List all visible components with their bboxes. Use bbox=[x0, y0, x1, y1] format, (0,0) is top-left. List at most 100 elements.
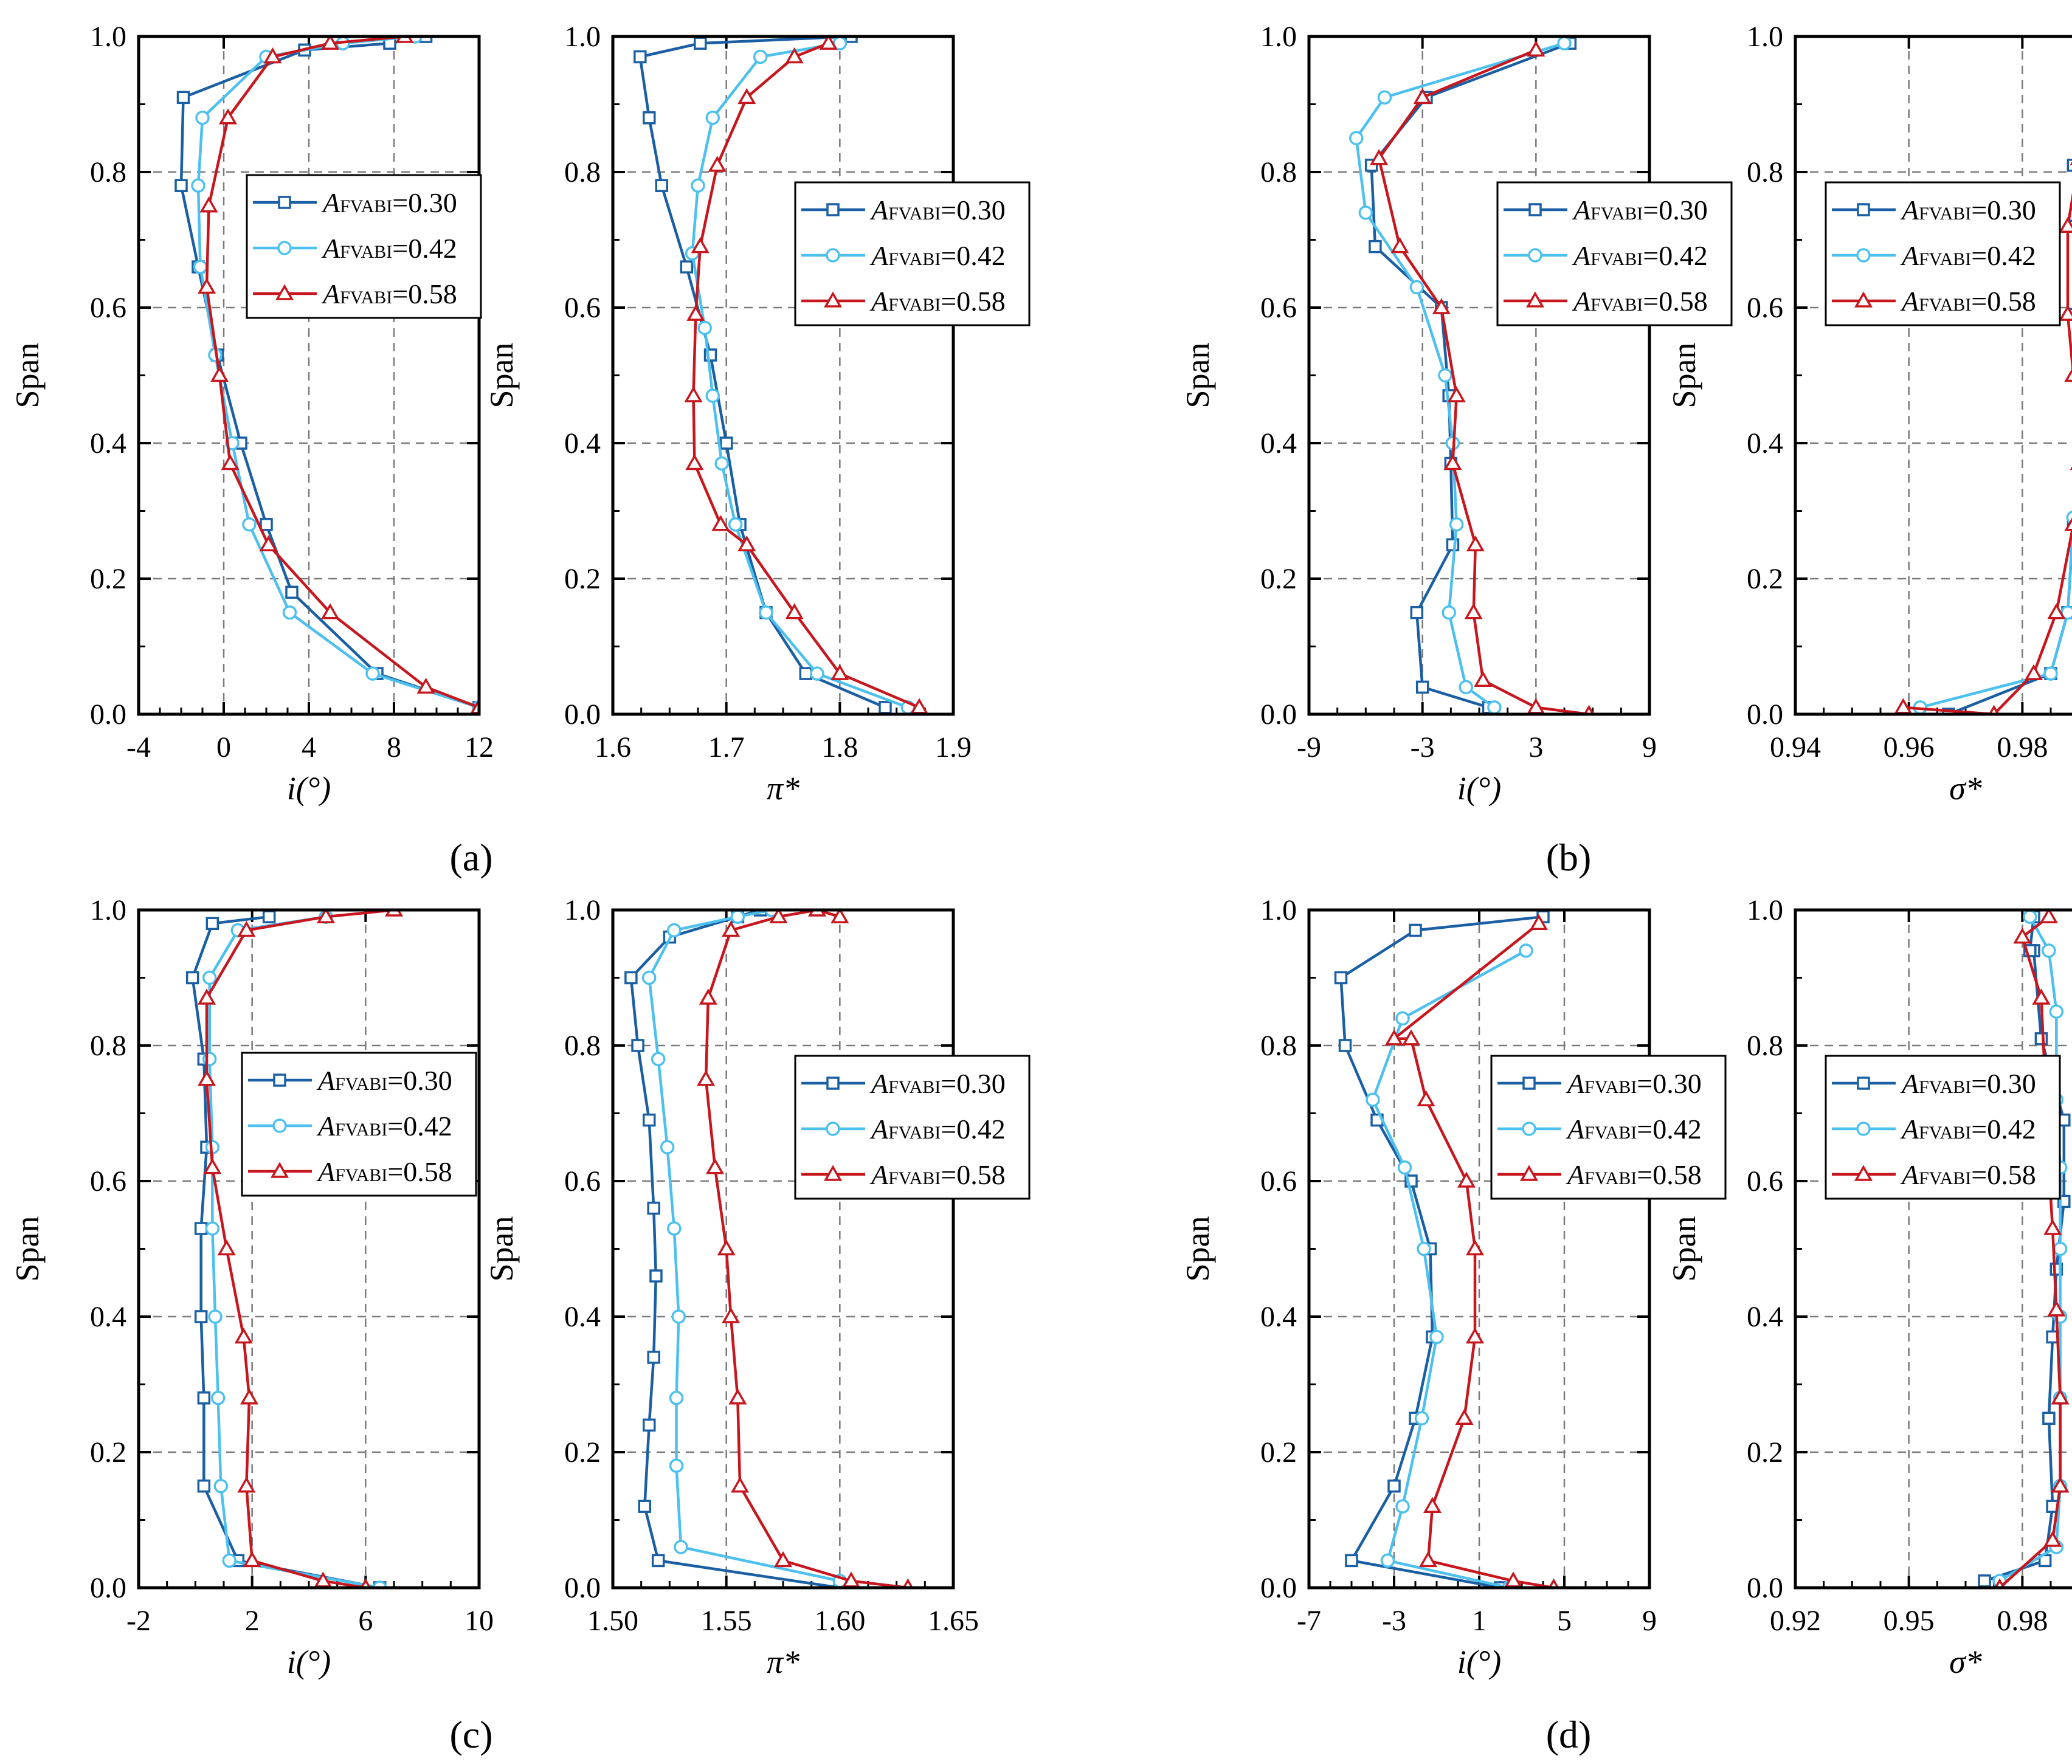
legend-entry-label: AFVABI=0.42 bbox=[1900, 1114, 2036, 1145]
marker-circle bbox=[1459, 680, 1473, 695]
marker-triangle bbox=[686, 305, 705, 321]
marker-circle bbox=[242, 517, 257, 532]
marker-triangle bbox=[1466, 535, 1485, 551]
series-line bbox=[205, 36, 479, 709]
marker-square bbox=[1409, 923, 1422, 937]
x-tick-label: 0 bbox=[216, 731, 231, 763]
marker-triangle bbox=[1854, 1165, 1873, 1181]
y-tick-label: 0.8 bbox=[1260, 156, 1297, 188]
y-tick-label: 0.4 bbox=[1747, 1301, 1783, 1333]
marker-circle bbox=[202, 970, 217, 985]
marker-triangle bbox=[2013, 928, 2032, 944]
y-tick-label: 0.6 bbox=[564, 1165, 601, 1197]
x-tick-label: 0.94 bbox=[1770, 731, 1821, 763]
marker-triangle bbox=[2032, 988, 2051, 1005]
x-tick-label: 12 bbox=[464, 731, 494, 763]
marker-square bbox=[194, 1222, 208, 1235]
plot-frame bbox=[1794, 35, 2072, 716]
marker-triangle bbox=[728, 1388, 747, 1405]
marker-square bbox=[185, 971, 199, 985]
marker-triangle bbox=[717, 1239, 736, 1256]
marker-square bbox=[649, 1269, 663, 1283]
y-axis-label: Span bbox=[483, 343, 520, 408]
marker-triangle bbox=[1527, 40, 1545, 57]
marker-circle bbox=[193, 260, 208, 274]
legend-subscript: FVABI bbox=[340, 196, 392, 216]
legend-value: =0.30 bbox=[392, 187, 457, 218]
series-1 bbox=[1366, 943, 1533, 1588]
y-tick-label: 0.0 bbox=[90, 698, 126, 731]
marker-circle bbox=[705, 388, 720, 403]
marker-triangle bbox=[2047, 1300, 2066, 1317]
marker-triangle bbox=[1401, 1029, 1421, 1046]
y-tick-label: 0.6 bbox=[90, 292, 126, 324]
marker-circle bbox=[1397, 1160, 1412, 1175]
marker-triangle bbox=[711, 515, 730, 531]
series-line bbox=[704, 910, 908, 1588]
x-tick-label: 0.92 bbox=[1770, 1605, 1821, 1637]
marker-square bbox=[1857, 1077, 1870, 1090]
legend-symbol: A bbox=[316, 1065, 336, 1096]
legend-symbol: A bbox=[1900, 286, 1919, 317]
x-axis-label: i(°) bbox=[287, 1644, 331, 1680]
legend-subscript: FVABI bbox=[1919, 1168, 1971, 1188]
x-tick-label: 2 bbox=[245, 1605, 260, 1637]
legend-symbol: A bbox=[869, 1068, 889, 1099]
marker-circle bbox=[2053, 1241, 2068, 1256]
legend-value: =0.58 bbox=[1637, 1159, 1701, 1190]
legend-symbol: A bbox=[1572, 240, 1591, 271]
series-2 bbox=[684, 36, 929, 714]
legend-entry-label: AFVABI=0.42 bbox=[869, 1114, 1006, 1145]
marker-square bbox=[1345, 1554, 1358, 1568]
marker-circle bbox=[277, 241, 292, 255]
plot-frame bbox=[611, 908, 955, 1590]
marker-circle bbox=[728, 517, 743, 532]
marker-circle bbox=[222, 1553, 237, 1568]
marker-triangle bbox=[831, 664, 849, 680]
legend-value: =0.58 bbox=[1643, 286, 1707, 317]
marker-triangle bbox=[708, 156, 727, 172]
x-tick-label: 1.7 bbox=[708, 731, 745, 763]
x-axis-label: i(°) bbox=[1457, 770, 1502, 807]
y-tick-label: 0.2 bbox=[1747, 1436, 1783, 1469]
x-axis-label: i(°) bbox=[287, 770, 331, 807]
y-tick-label: 0.4 bbox=[1747, 427, 1783, 460]
marker-triangle bbox=[1465, 1327, 1485, 1344]
y-tick-label: 0.8 bbox=[564, 156, 601, 188]
marker-triangle bbox=[237, 920, 256, 937]
marker-triangle bbox=[831, 910, 849, 923]
y-tick-label: 1.0 bbox=[564, 21, 601, 53]
marker-triangle bbox=[697, 1070, 716, 1086]
y-tick-label: 0.6 bbox=[1260, 1165, 1297, 1197]
legend-symbol: A bbox=[869, 1114, 889, 1145]
marker-square bbox=[655, 179, 669, 193]
legend-symbol: A bbox=[869, 195, 889, 226]
marker-circle bbox=[1522, 1121, 1536, 1136]
marker-circle bbox=[1438, 368, 1452, 383]
marker-circle bbox=[205, 1221, 220, 1236]
marker-square bbox=[1410, 606, 1424, 619]
x-tick-label: 9 bbox=[1642, 731, 1657, 763]
marker-triangle bbox=[320, 36, 340, 50]
y-tick-label: 0.6 bbox=[1260, 292, 1297, 324]
plots-layer: -4 0 4 8 120.00.20.40.60.81.0i(°)SpanAFVABI=… bbox=[9, 21, 2072, 1680]
marker-circle bbox=[1395, 1011, 1410, 1026]
marker-square bbox=[693, 36, 707, 50]
marker-circle bbox=[1395, 1499, 1410, 1514]
plot-frame bbox=[1307, 908, 1651, 1590]
marker-circle bbox=[667, 1221, 682, 1236]
marker-square bbox=[642, 1113, 656, 1127]
legend-entry-label: AFVABI=0.30 bbox=[869, 195, 1006, 226]
marker-triangle bbox=[1384, 1029, 1404, 1046]
marker-square bbox=[1446, 538, 1460, 551]
x-tick-label: -3 bbox=[1382, 1605, 1406, 1637]
series-line bbox=[1903, 192, 2072, 714]
plot-frame bbox=[1307, 35, 1651, 716]
marker-triangle bbox=[737, 88, 756, 105]
marker-circle bbox=[272, 1118, 287, 1133]
y-tick-label: 0.8 bbox=[1747, 1030, 1783, 1062]
marker-square bbox=[719, 436, 733, 450]
plot-frame bbox=[137, 908, 481, 1590]
marker-square bbox=[273, 1073, 286, 1087]
legend-subscript: FVABI bbox=[888, 249, 941, 269]
